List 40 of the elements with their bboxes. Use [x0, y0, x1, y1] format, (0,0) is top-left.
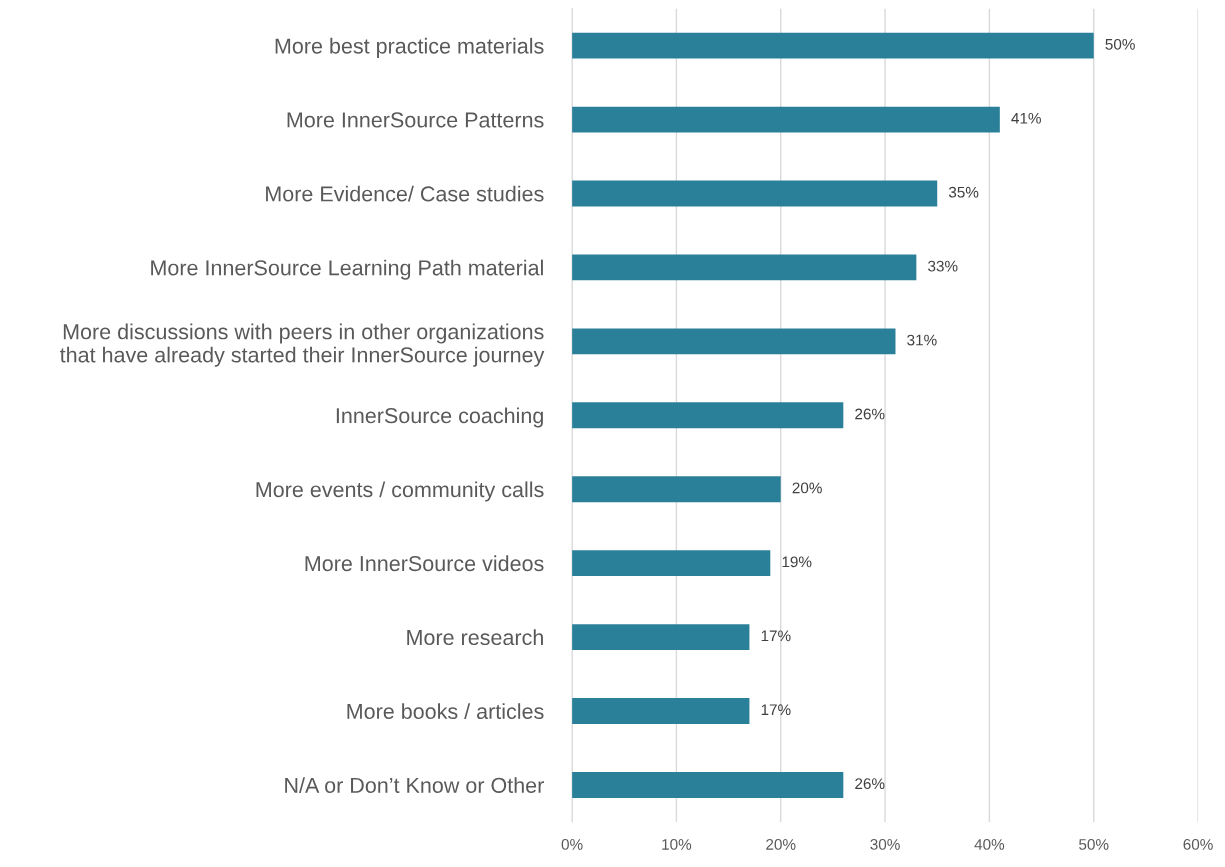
x-tick-label: 0%: [561, 838, 583, 850]
y-tick-label: More books / articles: [347, 703, 544, 720]
data-label: 33%: [928, 260, 958, 272]
bar: [572, 624, 750, 651]
y-tick-label: More events / community calls: [256, 481, 544, 502]
data-label: 31%: [907, 334, 937, 346]
y-tick-label: N/A or Don’t Know or Other: [285, 777, 544, 793]
y-tick-label: More InnerSource Learning Path material: [151, 259, 543, 280]
data-label: 26%: [855, 778, 885, 790]
y-tick-label: More research: [407, 629, 543, 646]
y-tick-label: More InnerSource Patterns: [287, 112, 544, 128]
x-tick-label: 60%: [1183, 838, 1213, 850]
bar: [572, 772, 844, 798]
bar: [572, 180, 938, 207]
bar: [572, 32, 1094, 59]
data-label: 17%: [761, 630, 791, 642]
bar: [572, 698, 750, 724]
data-label: 26%: [855, 408, 885, 420]
x-tick-label: 20%: [766, 838, 796, 850]
data-label: 50%: [1105, 38, 1135, 50]
data-label: 35%: [948, 186, 979, 198]
bar: [572, 550, 771, 577]
x-tick-label: 50%: [1079, 838, 1109, 850]
y-tick-label: InnerSource coaching: [336, 407, 543, 428]
x-tick-label: 30%: [870, 838, 900, 850]
y-tick-label: More Evidence/ Case studies: [266, 185, 544, 202]
y-tick-label: More best practice materials: [275, 37, 544, 58]
y-tick-label: More discussions with peers in other organizations that have already started their InnerSource journey: [60, 323, 545, 367]
x-tick-label: 10%: [662, 838, 692, 850]
data-label: 19%: [782, 556, 812, 568]
x-tick-label: 40%: [974, 838, 1005, 850]
bar: [572, 402, 844, 429]
data-label: 41%: [1011, 112, 1041, 124]
bar: [572, 106, 1000, 133]
bar: [572, 254, 917, 281]
data-label: 17%: [761, 704, 791, 716]
data-label: 20%: [792, 482, 822, 494]
bar: [572, 476, 781, 503]
y-tick-label: More InnerSource videos: [305, 555, 544, 572]
bar: [572, 328, 896, 355]
